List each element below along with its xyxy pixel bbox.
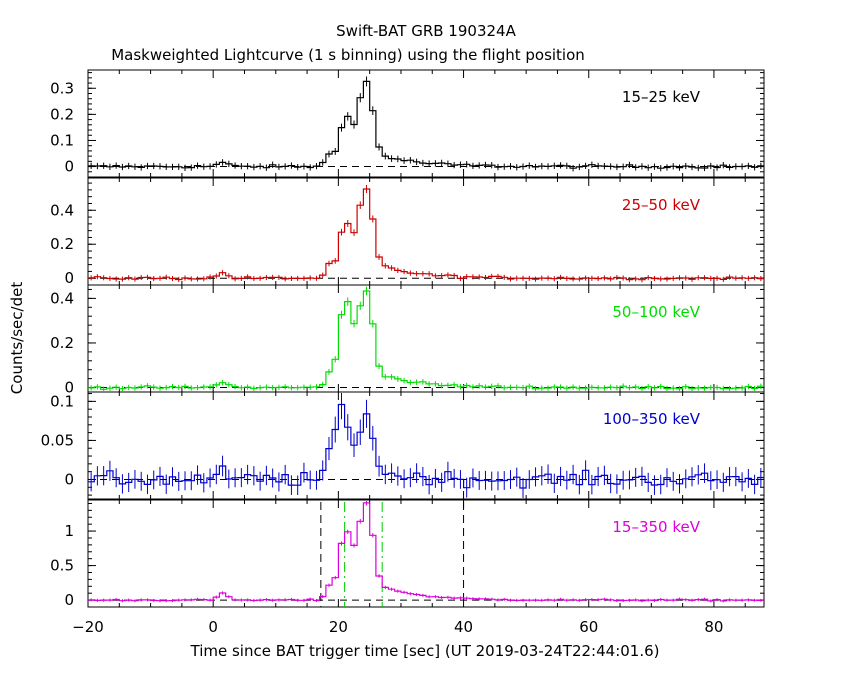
panel-frame	[87, 177, 765, 286]
y-tick-label: 0	[64, 379, 74, 397]
x-tick-label: 0	[208, 618, 218, 636]
energy-band-label: 100–350 keV	[603, 410, 701, 428]
y-tick-label: 1	[64, 522, 74, 540]
x-axis-title: Time since BAT trigger time [sec] (UT 20…	[190, 642, 660, 660]
x-axis: −20 0 20 40 60 80	[72, 618, 723, 636]
chart-subtitle: Maskweighted Lightcurve (1 s binning) us…	[111, 46, 585, 64]
lightcurve-series	[88, 502, 764, 602]
panel-50-100-kev: 0 0.2 0.4 50–100 keV	[50, 284, 765, 397]
y-tick-label: 0.2	[50, 105, 74, 123]
energy-band-label: 50–100 keV	[612, 303, 700, 321]
lightcurve-series	[88, 403, 764, 489]
y-tick-label: 0	[64, 158, 74, 176]
panel-frame	[87, 69, 765, 178]
panel-15-350-kev: 0 0.5 1 15–350 keV	[50, 499, 765, 609]
panel-25-50-kev: 0 0.2 0.4 25–50 keV	[50, 177, 765, 287]
panel-15-25-kev: 0 0.1 0.2 0.3 15–25 keV	[50, 69, 765, 178]
x-tick-label: 20	[329, 618, 348, 636]
panel-100-350-kev: 0 0.05 0.1 100–350 keV	[41, 391, 765, 500]
y-tick-label: 0	[64, 470, 74, 488]
y-tick-label: 0.5	[50, 557, 74, 575]
y-tick-label: 0.3	[50, 79, 74, 97]
panel-frame	[87, 391, 765, 500]
y-axis-title: Counts/sec/det	[8, 282, 26, 395]
energy-band-label: 15–350 keV	[612, 518, 700, 536]
chart-title: Swift-BAT GRB 190324A	[336, 22, 516, 40]
x-tick-label: 60	[579, 618, 598, 636]
y-tick-label: 0.1	[50, 131, 74, 149]
y-tick-label: 0.2	[50, 334, 74, 352]
panel-frame	[87, 499, 765, 608]
y-tick-label: 0.05	[41, 431, 74, 449]
energy-band-label: 25–50 keV	[622, 196, 701, 214]
x-tick-label: −20	[72, 618, 104, 636]
y-tick-label: 0	[64, 591, 74, 609]
y-tick-label: 0.4	[50, 289, 74, 307]
energy-band-label: 15–25 keV	[622, 88, 701, 106]
y-tick-label: 0.2	[50, 235, 74, 253]
y-tick-label: 0.4	[50, 201, 74, 219]
y-tick-label: 0.1	[50, 392, 74, 410]
x-tick-label: 80	[704, 618, 723, 636]
x-tick-label: 40	[454, 618, 473, 636]
panel-frame	[87, 284, 765, 393]
y-tick-label: 0	[64, 269, 74, 287]
